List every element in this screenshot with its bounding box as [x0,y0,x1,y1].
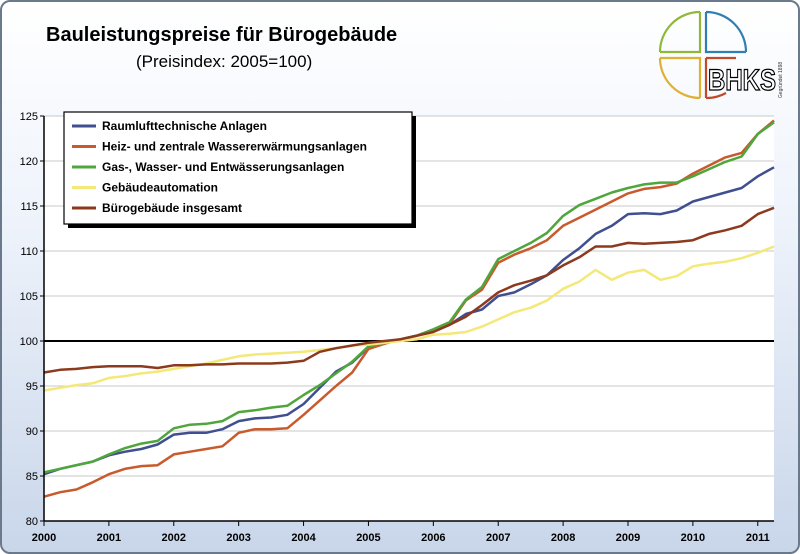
y-tick-label: 100 [20,336,38,348]
x-tick-label: 2011 [746,532,770,544]
y-tick-label: 110 [20,246,38,258]
x-tick-label: 2001 [97,532,121,544]
legend-box [63,111,413,225]
x-tick-label: 2009 [616,532,640,544]
y-tick-label: 95 [26,381,38,393]
legend-entry-label: Gas-, Wasser- und Entwässerungsanlagen [102,160,344,174]
y-tick-label: 120 [20,156,38,168]
series-line-5 [43,206,775,374]
series-lines [43,119,775,498]
logo-small-text: Gegründet 1898 [778,62,784,98]
y-tick-label: 125 [20,111,38,123]
y-tick-label: 115 [20,201,38,213]
x-tick-label: 2005 [356,532,380,544]
y-axis-labels: 80 85 90 95 100 105 110 115 120 125 [20,111,38,528]
legend-entry-label: Gebäudeautomation [102,181,218,195]
y-tick-label: 105 [20,291,38,303]
x-tick-label: 2002 [162,532,186,544]
x-tick-label: 2007 [486,532,510,544]
legend: Raumlufttechnische Anlagen Heiz- und zent… [63,111,416,228]
x-tick-label: 2004 [291,532,316,544]
x-tick-label: 2010 [681,532,705,544]
y-tick-label: 80 [26,516,38,528]
x-axis-labels: 2000 2001 2002 2003 2004 2005 2006 2007 2008 2009… [32,532,770,544]
series-line-4 [43,245,775,392]
x-tick-label: 2003 [226,532,250,544]
x-tick-label: 2006 [421,532,445,544]
chart-subtitle: (Preisindex: 2005=100) [136,52,313,71]
logo-text: BHKS [708,64,776,97]
legend-entry-label: Heiz- und zentrale Wassererwärmungsanlag… [102,140,367,154]
y-tick-label: 90 [26,426,38,438]
legend-entry-label: Raumlufttechnische Anlagen [102,119,267,133]
legend-entry-label: Bürogebäude insgesamt [102,201,242,215]
y-tick-label: 85 [26,471,38,483]
chart-title: Bauleistungspreise für Bürogebäude [46,24,398,46]
x-tick-label: 2000 [32,532,56,544]
bhks-logo: BHKS Gegründet 1898 [658,10,784,100]
x-tick-label: 2008 [551,532,575,544]
